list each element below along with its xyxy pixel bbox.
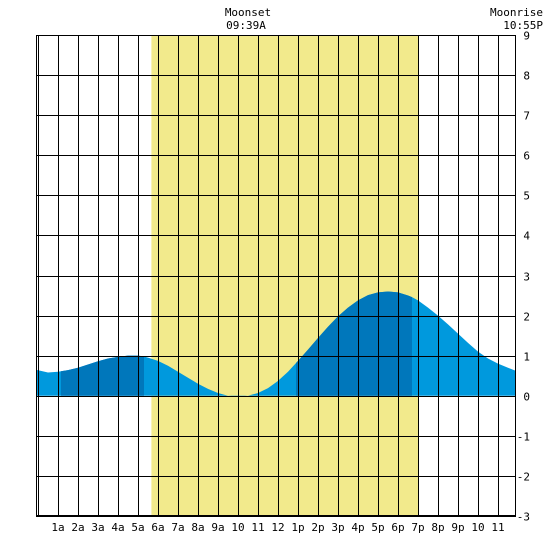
moonrise-label: Moonrise bbox=[490, 6, 543, 19]
x-tick-label: 7p bbox=[411, 521, 424, 534]
x-tick-label: 2a bbox=[71, 521, 84, 534]
x-tick-label: 10 bbox=[471, 521, 484, 534]
x-tick-label: 5a bbox=[131, 521, 144, 534]
x-axis-ticks: 1a 2a 3a 4a 5a 6a 7a 8a 9a 10 11 12 1p 2p 3p 4p 5p 6p 7p 8p… bbox=[51, 521, 504, 534]
x-tick-label: 5p bbox=[371, 521, 384, 534]
moonset-label: Moonset bbox=[225, 6, 271, 19]
x-tick-label: 9a bbox=[211, 521, 224, 534]
x-tick-label: 8p bbox=[431, 521, 444, 534]
y-tick-label: 2 bbox=[523, 311, 530, 324]
y-tick-label: -2 bbox=[517, 471, 530, 484]
y-tick-label: 7 bbox=[523, 110, 530, 123]
x-tick-label: 1p bbox=[291, 521, 304, 534]
x-tick-label: 6p bbox=[391, 521, 404, 534]
y-tick-label: 9 bbox=[523, 30, 530, 43]
x-tick-label: 3p bbox=[331, 521, 344, 534]
moonset-time: 09:39A bbox=[226, 19, 266, 32]
x-tick-label: 11 bbox=[491, 521, 504, 534]
y-axis-ticks: 9 8 7 6 5 4 3 2 1 0 -1 -2 -3 bbox=[517, 30, 531, 524]
y-tick-label: 5 bbox=[523, 190, 530, 203]
x-tick-label: 2p bbox=[311, 521, 324, 534]
x-tick-label: 9p bbox=[451, 521, 464, 534]
x-tick-label: 6a bbox=[151, 521, 164, 534]
x-tick-label: 1a bbox=[51, 521, 64, 534]
x-tick-label: 8a bbox=[191, 521, 204, 534]
y-tick-label: 8 bbox=[523, 70, 530, 83]
x-tick-label: 12 bbox=[271, 521, 284, 534]
moonrise-time: 10:55P bbox=[503, 19, 543, 32]
x-tick-label: 10 bbox=[231, 521, 244, 534]
y-tick-label: 4 bbox=[523, 230, 530, 243]
x-tick-label: 4p bbox=[351, 521, 364, 534]
x-tick-label: 11 bbox=[251, 521, 264, 534]
x-tick-label: 4a bbox=[111, 521, 124, 534]
y-tick-label: -3 bbox=[517, 511, 530, 524]
y-tick-label: -1 bbox=[517, 431, 530, 444]
x-tick-label: 7a bbox=[171, 521, 184, 534]
tide-rising-area-2 bbox=[296, 291, 412, 396]
plot-frame bbox=[36, 35, 516, 516]
y-tick-label: 1 bbox=[523, 351, 530, 364]
plot-area bbox=[36, 35, 516, 517]
y-tick-label: 0 bbox=[523, 391, 530, 404]
y-tick-label: 6 bbox=[523, 150, 530, 163]
x-tick-label: 3a bbox=[91, 521, 104, 534]
tide-rising-area-1 bbox=[61, 355, 144, 396]
y-tick-label: 3 bbox=[523, 271, 530, 284]
